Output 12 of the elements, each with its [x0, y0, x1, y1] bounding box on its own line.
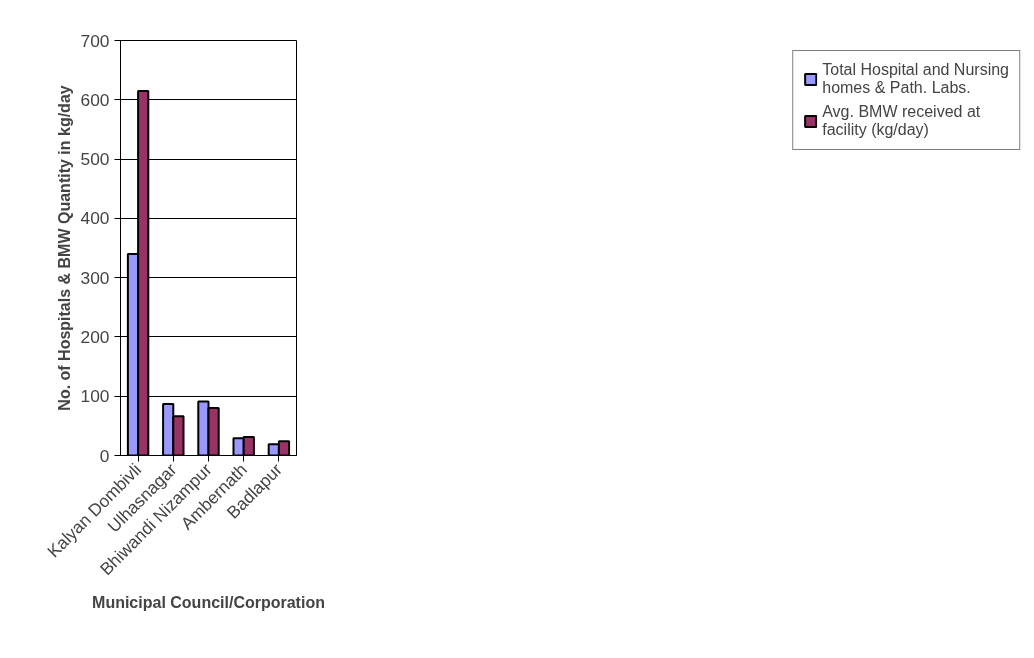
y-tick-label: 400	[80, 208, 110, 229]
y-axis-title: No. of Hospitals & BMW Quantity in kg/day	[55, 85, 73, 411]
y-tick-label: 200	[80, 326, 110, 347]
y-tick-label: 600	[80, 89, 110, 110]
y-tick-label: 500	[80, 149, 110, 170]
y-tick-label: 300	[80, 267, 110, 288]
legend-label: Avg. BMW received at facility (kg/day)	[822, 103, 981, 139]
y-tick-label: 700	[80, 30, 110, 51]
legend-label: Total Hospital and Nursing homes & Path. Labs.	[822, 61, 1009, 97]
y-tick-label: 0	[99, 445, 110, 466]
x-axis-title: Municipal Council/Corporation	[92, 594, 325, 612]
y-tick-label: 100	[80, 386, 110, 407]
